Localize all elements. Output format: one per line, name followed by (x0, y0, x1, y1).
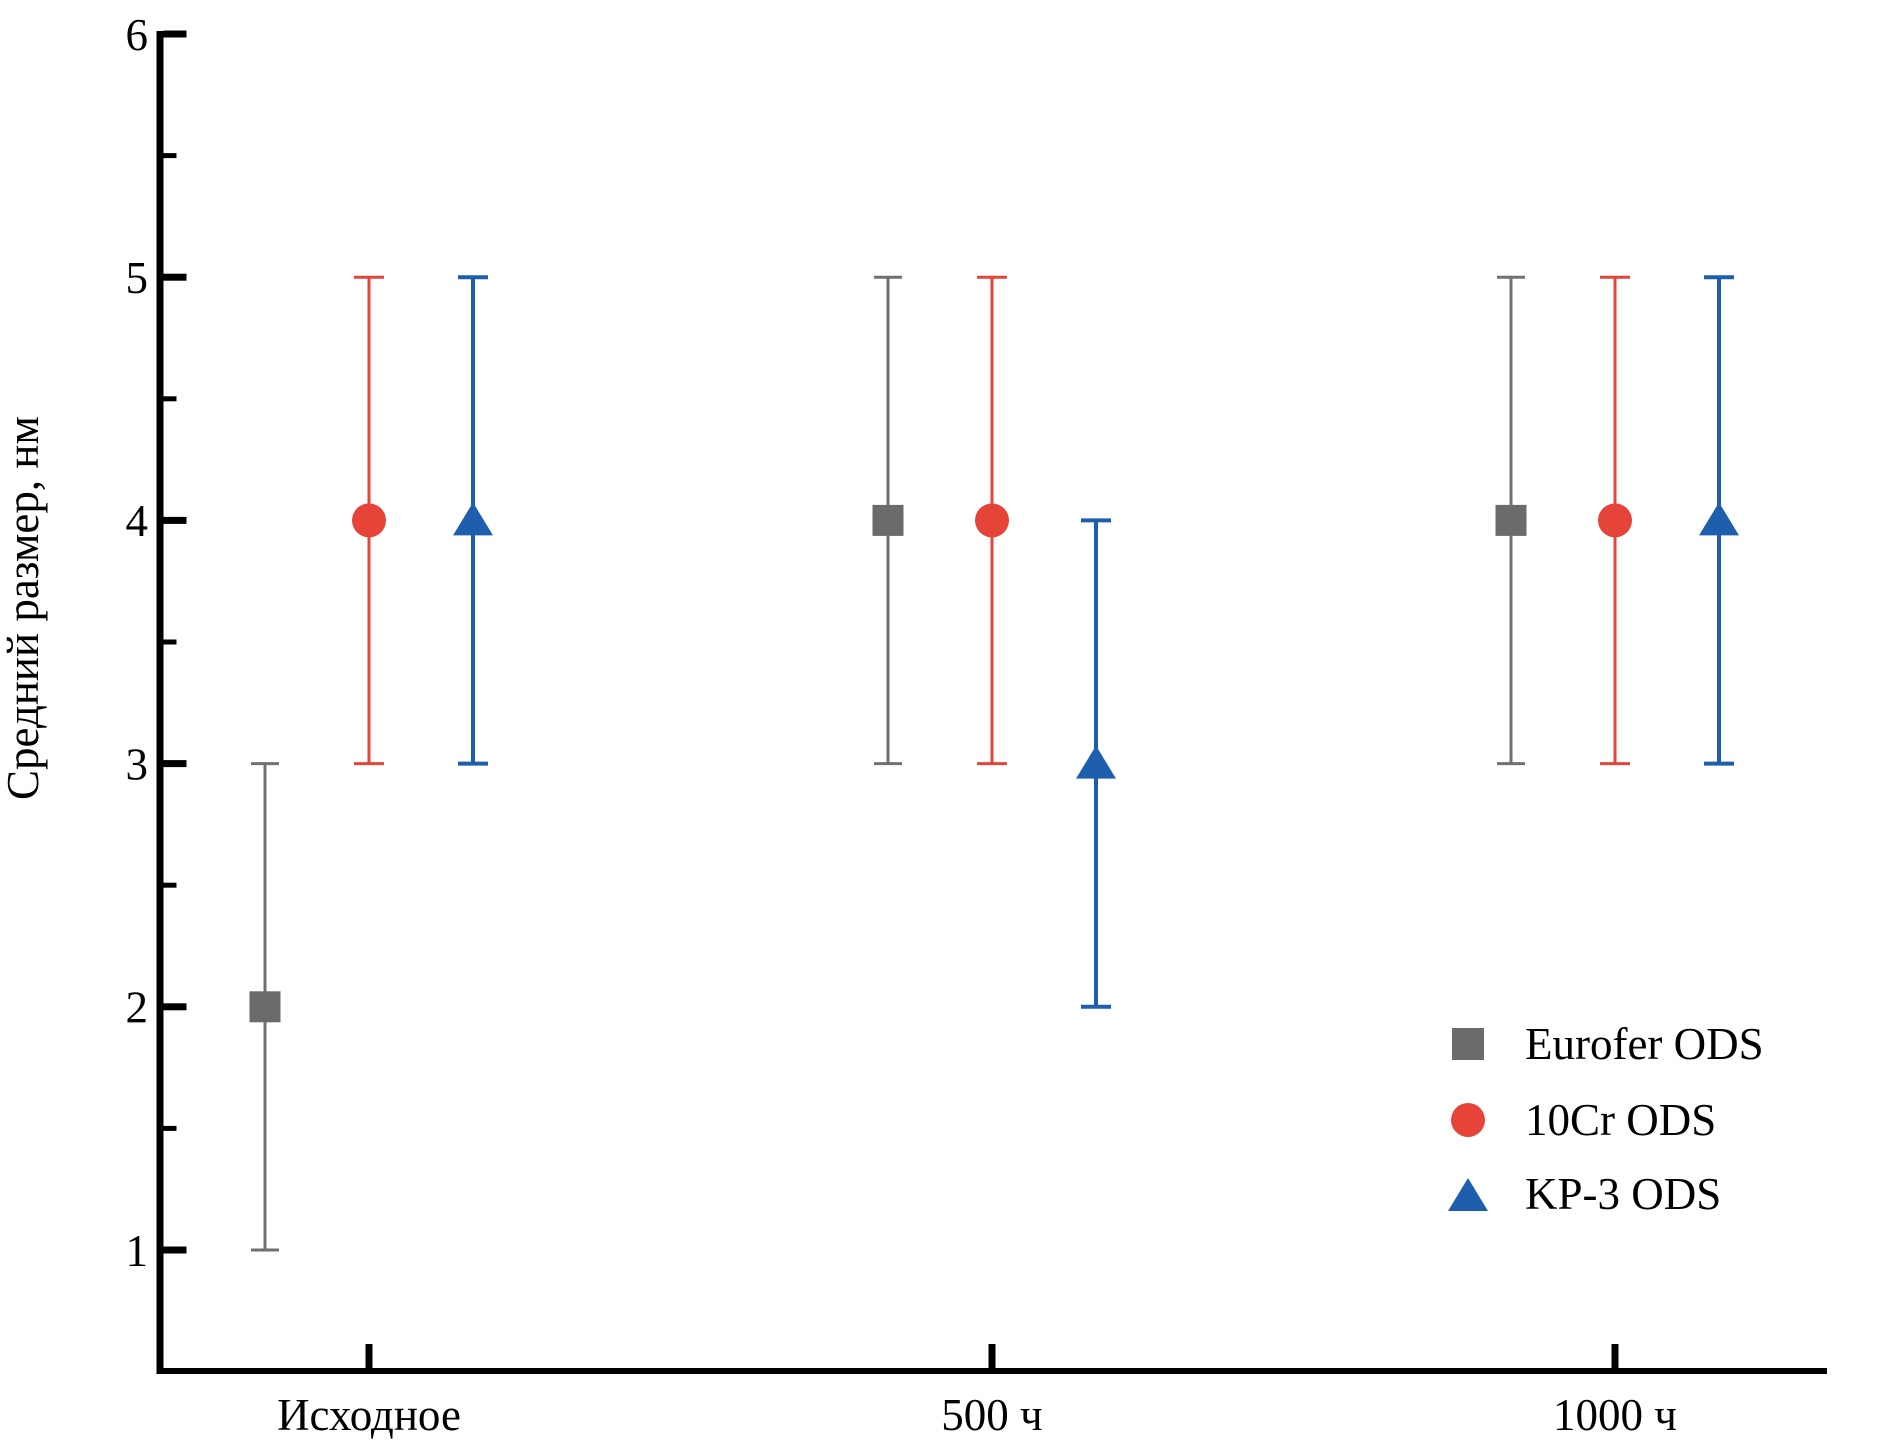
y-axis-major-tick (163, 273, 187, 281)
y-axis-tick-label: 5 (126, 253, 149, 303)
y-axis-major-tick (163, 30, 187, 38)
y-axis-major-tick (163, 1003, 187, 1011)
x-axis-tick (365, 1344, 373, 1368)
y-axis-major-tick (163, 516, 187, 524)
y-axis-tick-label: 2 (126, 983, 149, 1033)
y-axis-title: Средний размер, нм (0, 416, 48, 800)
data-point-triangle (1699, 502, 1739, 536)
data-point-circle (975, 503, 1009, 538)
y-axis-major-tick (163, 1246, 187, 1254)
y-axis-tick-label: 1 (126, 1226, 149, 1276)
y-axis-minor-tick (163, 1125, 177, 1131)
legend-label: 10Cr ODS (1525, 1094, 1717, 1145)
legend-item-kp3-ods: KP-3 ODS (1448, 1156, 1721, 1232)
x-axis-tick (988, 1344, 996, 1368)
data-point-circle (352, 503, 386, 538)
legend-label: Eurofer ODS (1525, 1018, 1764, 1069)
y-axis-major-tick (163, 760, 187, 768)
legend-item-10cr-ods: 10Cr ODS (1448, 1082, 1716, 1158)
y-axis-minor-tick (163, 153, 177, 159)
legend: Eurofer ODS 10Cr ODS KP-3 ODS (1448, 1006, 1828, 1236)
y-axis-tick-label: 3 (126, 739, 149, 789)
data-point-triangle (1076, 745, 1116, 779)
x-axis-category-label: Исходное (277, 1390, 461, 1440)
legend-label: KP-3 ODS (1525, 1168, 1722, 1219)
legend-marker-box (1448, 1028, 1488, 1060)
y-axis-spine (156, 31, 164, 1374)
x-axis-tick (1611, 1344, 1619, 1368)
data-point-circle (1598, 503, 1632, 538)
x-axis-category-label: 1000 ч (1553, 1390, 1677, 1440)
data-point-square (872, 504, 904, 536)
legend-marker-box (1448, 1177, 1488, 1211)
y-axis-minor-tick (163, 639, 177, 645)
square-marker-icon (1452, 1028, 1484, 1060)
x-axis-spine (156, 1368, 1827, 1374)
circle-marker-icon (1451, 1103, 1485, 1137)
y-axis-tick-label: 4 (126, 496, 149, 546)
legend-item-eurofer-ods: Eurofer ODS (1448, 1006, 1764, 1082)
data-point-triangle (453, 502, 493, 536)
triangle-marker-icon (1448, 1177, 1488, 1211)
legend-marker-box (1448, 1103, 1488, 1137)
data-point-square (249, 991, 281, 1023)
data-point-square (1495, 504, 1527, 536)
x-axis-category-label: 500 ч (941, 1390, 1042, 1440)
y-axis-tick-label: 6 (126, 10, 149, 60)
y-axis-minor-tick (163, 882, 177, 888)
y-axis-minor-tick (163, 396, 177, 402)
